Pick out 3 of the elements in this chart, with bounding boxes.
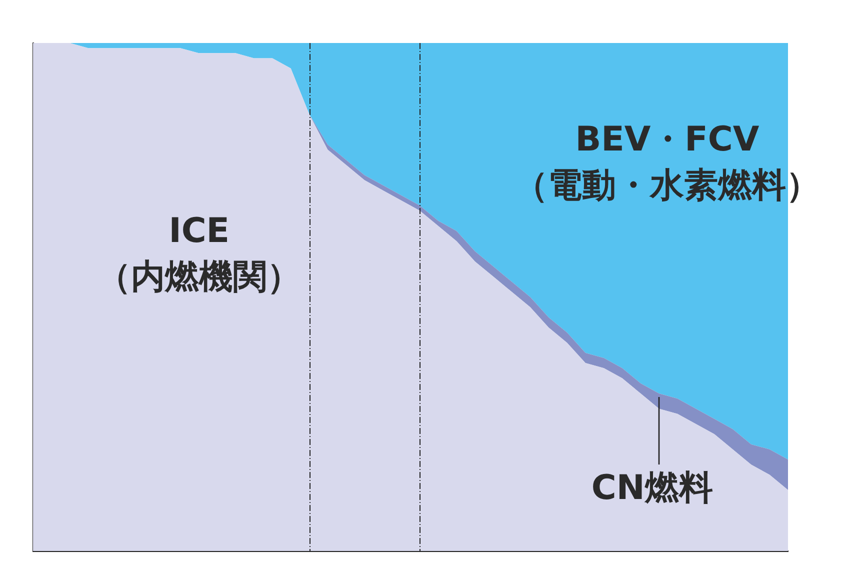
annotation: BEV・FCV（電動・水素燃料） <box>514 120 820 206</box>
annotation: ICE（内燃機関） <box>97 211 302 298</box>
annotation: CN燃料 <box>591 468 713 508</box>
